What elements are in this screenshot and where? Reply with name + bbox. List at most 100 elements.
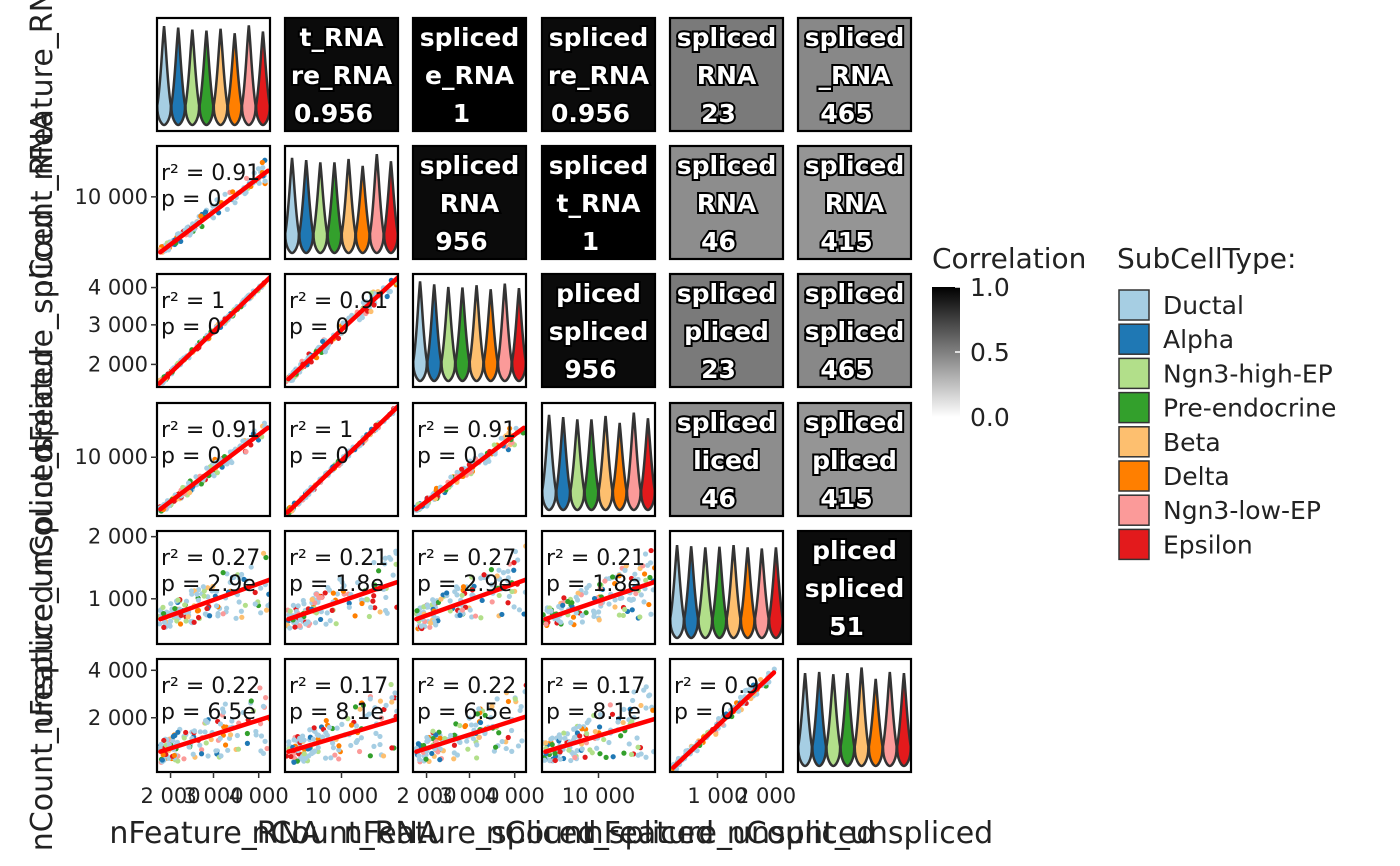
y-tick-label: 10 000 xyxy=(75,445,148,469)
scatter-point xyxy=(390,572,396,578)
scatter-point xyxy=(220,706,226,712)
scatter-point xyxy=(202,729,208,735)
scatter-point xyxy=(646,601,652,608)
r-squared-label: r² = 0.22 xyxy=(417,674,516,699)
scatter-point xyxy=(198,751,205,757)
scatter-point xyxy=(454,752,461,758)
scatter-point xyxy=(460,584,467,590)
scatter-point xyxy=(459,592,465,598)
correlation-text: spliced xyxy=(549,151,649,180)
scatter-point xyxy=(322,590,328,596)
scatter-point xyxy=(648,611,654,617)
scatter-point xyxy=(595,609,602,615)
scatter-point xyxy=(224,461,230,467)
panel-border xyxy=(668,401,785,518)
scatter-point xyxy=(317,616,324,623)
fit-line xyxy=(671,670,777,770)
scatter-point xyxy=(489,582,495,588)
panel-r4-c3: r² = 0.91p = 0 xyxy=(411,401,528,518)
scatter-point xyxy=(629,719,635,725)
legend-key-ngn3-low-ep xyxy=(1118,494,1150,526)
y-axis-title: nFeature_spliced xyxy=(25,209,60,462)
scatter-point xyxy=(631,715,637,721)
x-axis-title: nCount_RNA xyxy=(252,816,439,851)
scatter-point xyxy=(215,613,221,619)
scatter-point xyxy=(377,733,383,740)
panel-r1-c6: spliced _RNA 465 xyxy=(796,16,913,133)
scatter-point xyxy=(596,617,602,623)
scatter-point xyxy=(241,576,247,582)
scatter-point xyxy=(340,585,346,592)
scatter-point xyxy=(348,722,355,728)
panel-r4-c4 xyxy=(540,401,657,518)
scatter-point xyxy=(442,735,448,742)
panel-border xyxy=(411,401,528,518)
scatter-point xyxy=(507,561,513,567)
violin-ngn3-high-ep xyxy=(440,286,457,383)
scatter-point xyxy=(477,719,484,726)
violin-epsilon xyxy=(895,673,911,768)
scatter-point xyxy=(431,600,437,606)
scatter-point xyxy=(310,736,317,742)
violin-epsilon xyxy=(767,547,783,640)
legend: Correlation 1.0 0.5 0.0 SubCellType: Ducta… xyxy=(932,242,1336,561)
scatter-point xyxy=(263,607,270,613)
fit-line xyxy=(414,577,526,622)
scatter-point xyxy=(568,620,574,626)
fit-line xyxy=(158,425,270,512)
scatter-point xyxy=(157,621,163,627)
scatter-point xyxy=(586,582,592,589)
scatter-point xyxy=(311,725,317,731)
panel-border xyxy=(155,272,272,389)
scatter-point xyxy=(227,732,234,738)
scatter-point xyxy=(251,170,257,176)
panel-r4-c2: r² = 1p = 0 xyxy=(283,401,400,518)
fit-line xyxy=(157,275,270,386)
scatter-point xyxy=(260,703,266,709)
correlation-text: spliced xyxy=(677,408,777,437)
scatter-point xyxy=(384,293,390,300)
scatter-point xyxy=(418,623,425,629)
violin-pre-endocrine xyxy=(326,162,343,255)
scatter-point xyxy=(287,608,293,614)
scatter-point xyxy=(217,721,224,727)
correlation-tile xyxy=(798,403,911,516)
scatter-point xyxy=(561,730,567,736)
scatter-point xyxy=(430,728,436,734)
violin-ngn3-high-ep xyxy=(569,419,586,512)
fit-line xyxy=(286,579,398,622)
scatter-point xyxy=(233,615,239,621)
scatter-point xyxy=(612,580,618,587)
scatter-point xyxy=(643,577,649,583)
panel-r4-c6: spliced pliced 415 xyxy=(796,401,913,518)
scatter-point xyxy=(506,593,512,600)
scatter-point xyxy=(174,618,180,624)
scatter-point xyxy=(447,732,454,739)
panel-r5-c6: pliced spliced 51 xyxy=(796,529,913,646)
scatter-point xyxy=(640,563,646,569)
x-tick-label: 10 000 xyxy=(562,784,635,808)
violin-ngn3-low-ep xyxy=(496,283,513,383)
fit-line xyxy=(414,425,526,512)
scatter-point xyxy=(230,189,236,195)
scatter-point xyxy=(621,750,627,756)
scatter-point xyxy=(511,560,517,566)
scatter-point xyxy=(494,573,500,579)
scatter-point xyxy=(444,590,450,596)
scatter-point xyxy=(194,591,200,597)
scatter-point xyxy=(496,592,502,599)
scatter-point xyxy=(579,612,585,618)
panel-r6-c1: r² = 0.22p = 6.5e xyxy=(155,657,272,774)
violin-alpha xyxy=(298,160,315,255)
y-tick-label: 2 000 xyxy=(88,352,148,376)
scatter-point xyxy=(647,692,653,698)
violin-ngn3-high-ep xyxy=(697,547,714,640)
p-value-label: p = 6.5e xyxy=(161,700,256,725)
scatter-point xyxy=(328,755,334,761)
scatter-point xyxy=(473,722,479,728)
panel-r1-c3: spliced e_RNA 1 xyxy=(411,16,528,133)
scatter-point xyxy=(388,681,394,688)
scatter-point xyxy=(499,738,505,745)
correlation-text: spliced xyxy=(805,574,905,603)
violin-ngn3-high-ep xyxy=(312,162,329,255)
